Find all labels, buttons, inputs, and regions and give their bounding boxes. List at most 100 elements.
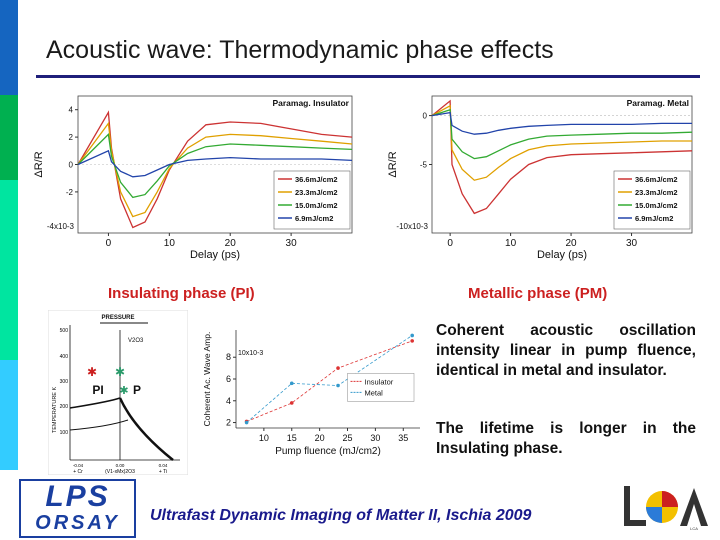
metallic-phase-caption: Metallic phase (PM) <box>468 285 608 302</box>
data-point <box>410 333 414 338</box>
legend-entry: 15.0mJ/cm2 <box>635 201 678 210</box>
x-tick-label: 25 <box>343 433 353 443</box>
temp-tick: 400 <box>60 354 69 360</box>
y-tick-label: 4 <box>69 106 74 115</box>
x-tick-label: 35 <box>398 433 408 443</box>
y-tick-label: -2 <box>66 188 74 197</box>
legend-entry: 15.0mJ/cm2 <box>295 201 338 210</box>
temperature-axis-label: TEMPERATURE K <box>52 387 58 434</box>
accent-bar-blue <box>0 0 18 95</box>
x-tick-label: 0 <box>106 238 112 249</box>
logo-a-shape <box>680 488 708 526</box>
orsay-logo-text: ORSAY <box>35 512 120 534</box>
x-axis-label: Delay (ps) <box>537 249 587 261</box>
y-tick-label: 0 <box>423 112 428 121</box>
accent-bar-green <box>0 95 18 180</box>
data-point <box>336 366 340 370</box>
series-line <box>77 149 353 178</box>
temp-tick: 500 <box>60 328 69 334</box>
y-axis-label: ΔR/R <box>387 151 399 177</box>
legend-entry: 6.9mJ/cm2 <box>295 214 333 223</box>
x-tick-label: 10 <box>259 433 269 443</box>
composition-label: + Cr <box>73 469 83 475</box>
y-scale-label: -10x10-3 <box>396 222 428 231</box>
fluence-chart: 10 15 20 25 30 35 2 4 6 8 10x10-3 Pump fluence (mJ/… <box>202 330 420 457</box>
metal-chart: 0 10 20 30 0 -5 -10x10-3 Delay (ps) ΔR/R Paramag.… <box>387 95 693 261</box>
v2o3-label: V2O3 <box>128 338 144 344</box>
legend-entry: 36.6mJ/cm2 <box>295 175 338 184</box>
x-tick-label: 30 <box>370 433 380 443</box>
afi-boundary-line <box>118 397 174 461</box>
logo-circle-blue <box>646 507 662 523</box>
y-axis-label: Coherent Ac. Wave Amp. <box>202 332 212 427</box>
pressure-label: PRESSURE <box>101 315 134 321</box>
legend-entry: Metal <box>365 388 384 397</box>
legend-box <box>347 373 415 402</box>
p-marker-label: P <box>133 383 141 397</box>
series-line <box>431 104 692 181</box>
legend-box <box>613 170 691 230</box>
x-tick-label: 20 <box>566 238 578 249</box>
p-marker-star: ✱ <box>119 385 128 397</box>
composition-label: (V1-xMx)2O3 <box>105 469 135 475</box>
x-tick-label: 30 <box>626 238 638 249</box>
temp-tick: 200 <box>60 404 69 410</box>
lca-logo: LCA <box>624 486 708 531</box>
footer-citation: Ultrafast Dynamic Imaging of Matter II, … <box>150 507 532 524</box>
logo-circle-red <box>662 491 678 507</box>
afi-upper-line <box>69 419 129 431</box>
accent-bar-cyan <box>0 360 18 470</box>
legend-entry: 23.3mJ/cm2 <box>295 188 338 197</box>
logo-l-stem <box>624 486 630 526</box>
data-point <box>289 401 294 405</box>
y-scale-label: -4x10-3 <box>47 222 75 231</box>
legend-entry: 36.6mJ/cm2 <box>635 175 678 184</box>
legend-entry: 6.9mJ/cm2 <box>635 214 673 223</box>
accent-bar-teal <box>0 180 18 360</box>
lps-orsay-logo: LPS ORSAY <box>19 479 136 538</box>
legend-entry: 23.3mJ/cm2 <box>635 188 678 197</box>
title-underline <box>36 75 700 78</box>
x-tick-label: 20 <box>315 433 325 443</box>
y-tick-label: 8 <box>226 352 231 362</box>
x-tick-label: 15 <box>287 433 297 443</box>
composition-label: + Ti <box>159 469 167 475</box>
y-tick-label: 0 <box>69 161 74 170</box>
y-tick-label: 2 <box>226 418 231 428</box>
series-line <box>431 108 693 160</box>
data-point <box>410 339 414 343</box>
x-tick-label: 0 <box>447 238 453 249</box>
pi-marker-star: ✱ <box>87 365 97 379</box>
data-point <box>336 383 340 388</box>
pi-boundary-line <box>69 397 121 409</box>
series-line <box>431 111 692 135</box>
pi-marker-label: PI <box>92 383 103 397</box>
insulating-phase-caption: Insulating phase (PI) <box>108 285 255 302</box>
pm-marker-star: ✱ <box>115 365 125 379</box>
y-tick-label: -5 <box>420 161 428 170</box>
lps-logo-text: LPS <box>45 480 110 513</box>
y-tick-label: 6 <box>226 374 231 384</box>
series-line <box>246 340 413 422</box>
conclusion-paragraph-2: The lifetime is longer in the Insulating… <box>436 420 696 457</box>
composition-tick: 0.00 <box>116 463 125 468</box>
y-scale-label: 10x10-3 <box>238 350 263 357</box>
y-tick-label: 2 <box>69 133 74 142</box>
x-tick-label: 20 <box>225 238 237 249</box>
x-tick-label: 10 <box>164 238 176 249</box>
logo-l-foot <box>624 520 646 526</box>
x-axis-label: Delay (ps) <box>190 249 240 261</box>
chart-title: Paramag. Metal <box>627 98 689 108</box>
conclusion-paragraph-1: Coherent acoustic oscillation intensity … <box>436 322 696 379</box>
slide-title: Acoustic wave: Thermodynamic phase effec… <box>46 36 554 64</box>
data-point <box>244 420 249 425</box>
lca-logo-text: LCA <box>690 526 698 531</box>
x-axis-label: Pump fluence (mJ/cm2) <box>275 446 381 457</box>
phase-diagram-frame <box>48 310 188 475</box>
legend-box <box>273 170 351 230</box>
temp-tick: 100 <box>60 430 69 436</box>
temp-tick: 300 <box>60 379 69 385</box>
y-axis-label: ΔR/R <box>33 151 45 177</box>
composition-tick: -0.04 <box>73 463 84 468</box>
